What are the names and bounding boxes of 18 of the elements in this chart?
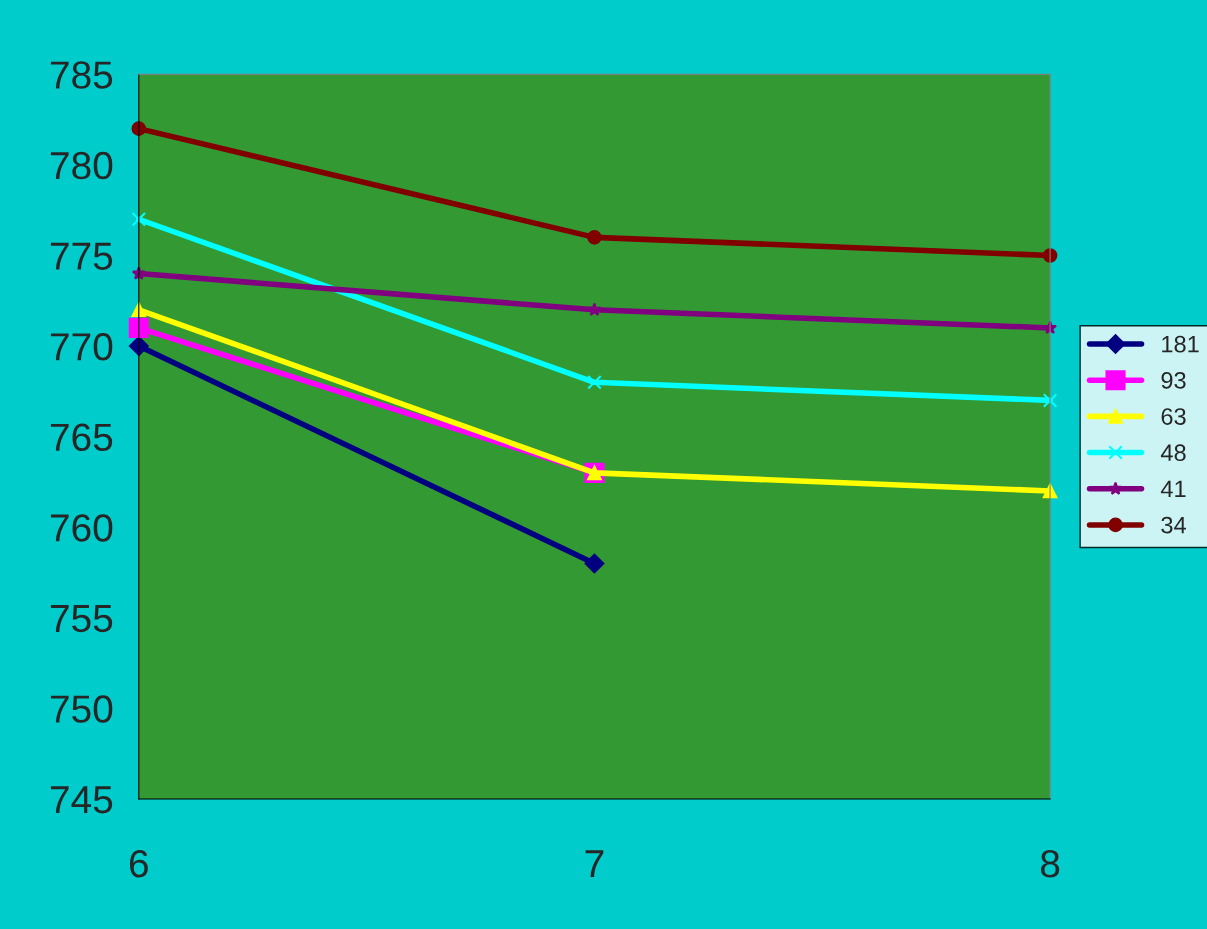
y-tick-label: 750 (50, 695, 113, 723)
legend-label: 93 (1161, 371, 1186, 389)
legend-label: 48 (1160, 444, 1186, 462)
y-tick-label: 785 (50, 61, 113, 89)
legend-label: 181 (1162, 335, 1199, 353)
y-tick-label: 765 (50, 423, 113, 452)
legend-label: 41 (1160, 480, 1186, 497)
y-tick-label: 775 (50, 242, 113, 270)
x-tick-label: 6 (129, 849, 148, 878)
y-tick-label: 770 (50, 332, 113, 361)
y-tick-label: 745 (50, 786, 113, 814)
y-tick-label: 760 (50, 514, 113, 542)
legend-label: 63 (1161, 408, 1186, 425)
legend-label: 34 (1161, 516, 1186, 534)
x-tick-label: 8 (1040, 849, 1060, 878)
y-tick-label: 755 (50, 605, 113, 633)
y-tick-label: 780 (50, 151, 113, 180)
x-tick-label: 7 (585, 850, 604, 878)
